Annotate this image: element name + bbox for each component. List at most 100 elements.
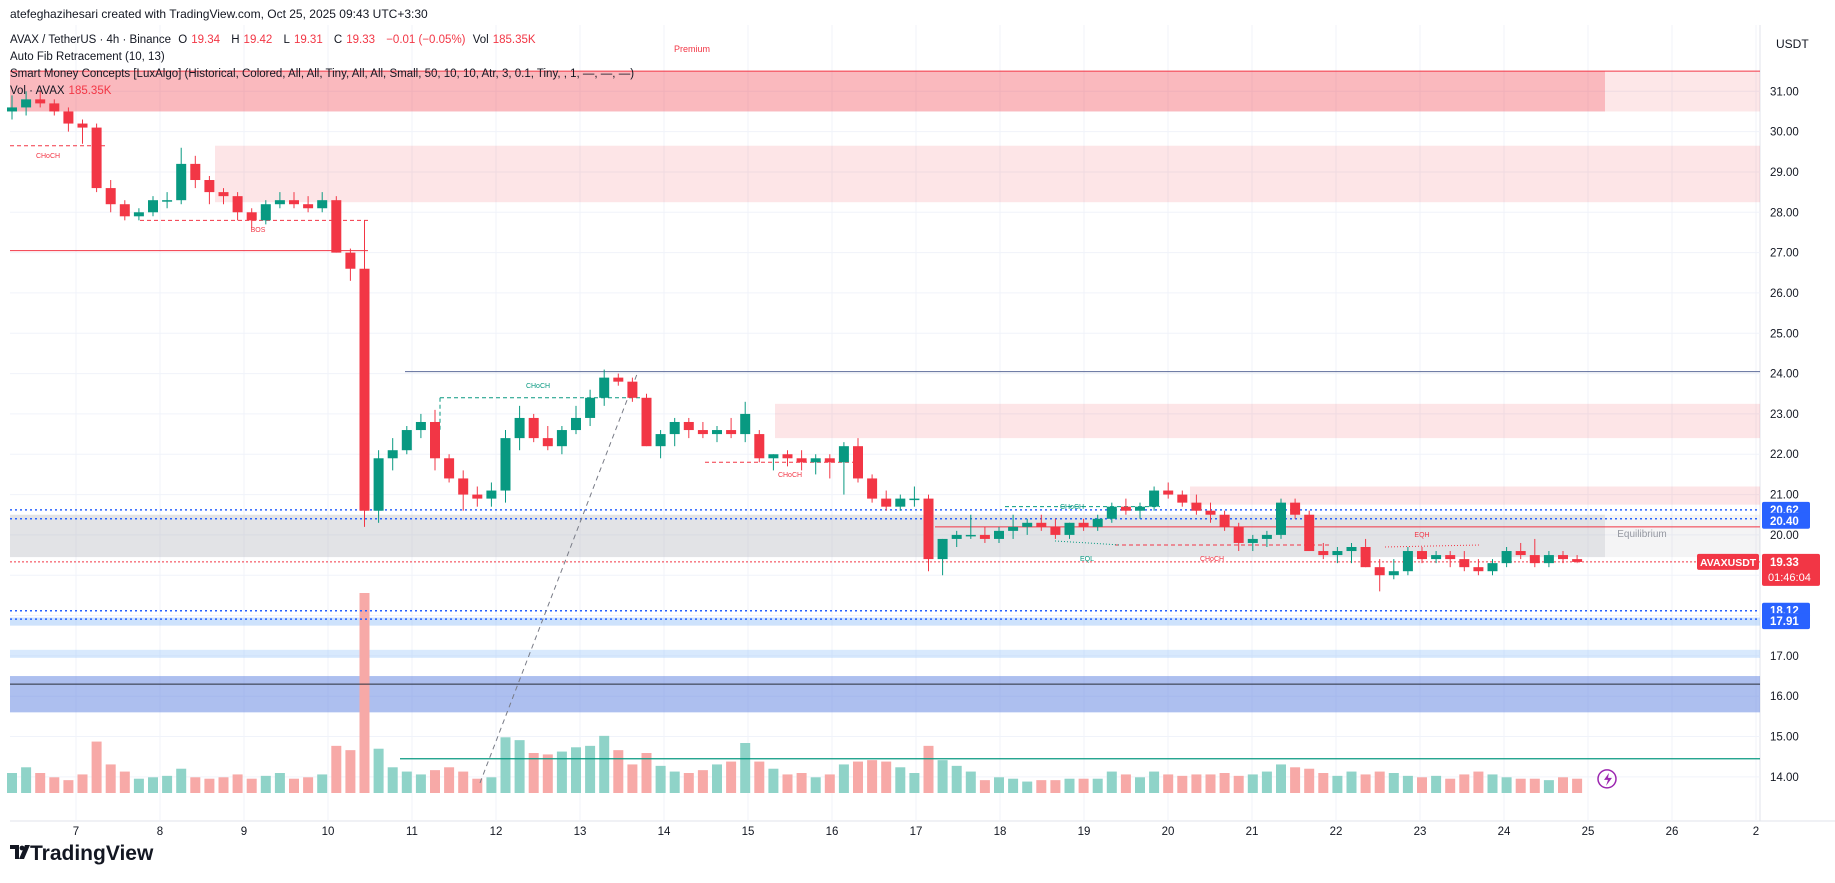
volume-bar <box>881 761 892 793</box>
volume-bar <box>274 773 285 793</box>
candle-body <box>119 204 130 217</box>
annotations: Premium Equilibrium CHoCH CHoCH CHoCH CHoCH CH… <box>36 44 1667 789</box>
candle-body <box>754 434 765 459</box>
candle-body <box>500 438 511 491</box>
candle-body <box>387 450 398 459</box>
volume-bar <box>782 774 793 793</box>
time-tick-label: 24 <box>1498 826 1511 838</box>
volume-bar <box>810 777 821 793</box>
volume-bar <box>359 593 370 793</box>
candle-body <box>289 200 299 205</box>
candle-body <box>1445 555 1456 560</box>
candle-body <box>303 204 314 209</box>
equilibrium-zone-ext <box>1605 514 1760 558</box>
candle-body <box>909 498 920 501</box>
indicator-fib[interactable]: Auto Fib Retracement (10, 13) <box>10 51 165 63</box>
volume-bar <box>1374 771 1385 793</box>
price-tick-label: 16.00 <box>1770 691 1799 703</box>
volume-bar <box>133 778 144 793</box>
volume-bar <box>712 764 722 793</box>
time-tick-label: 12 <box>490 826 503 838</box>
currency-label[interactable]: USDT <box>1776 37 1809 51</box>
time-tick-label: 15 <box>742 826 755 838</box>
time-tick-label: 13 <box>574 826 587 838</box>
price-tick-label: 14.00 <box>1770 772 1799 784</box>
supply-zone <box>215 145 1760 203</box>
volume-bar <box>415 774 426 793</box>
candle-body <box>556 430 567 447</box>
volume-bar <box>289 778 299 793</box>
volume-bar <box>528 753 539 793</box>
candle-body <box>1191 502 1202 511</box>
choch-label: CHoCH <box>778 472 802 479</box>
indicator-volume[interactable]: Vol · AVAX 185.35K <box>10 85 112 97</box>
volume-bar <box>176 768 187 793</box>
volume-bar <box>260 775 271 793</box>
candle-body <box>1473 567 1484 572</box>
candle-body <box>105 188 116 205</box>
volume-bar <box>1346 771 1357 793</box>
indicator-smc[interactable]: Smart Money Concepts [LuxAlgo] (Historic… <box>10 68 635 80</box>
volume-bar <box>1120 774 1131 793</box>
candle-body <box>1149 490 1160 507</box>
candle-body <box>627 381 638 398</box>
choch-label: CHoCH <box>36 153 60 160</box>
volume-bar <box>853 761 863 793</box>
price-tag-20-40: 20.40 <box>1770 516 1799 528</box>
countdown-value: 01:46:04 <box>1768 572 1811 584</box>
volume-bar <box>1276 764 1286 793</box>
price-tick-label: 28.00 <box>1770 207 1799 219</box>
candle-body <box>585 397 596 418</box>
candle-body <box>401 430 412 451</box>
candle-body <box>359 268 370 511</box>
candle-body <box>810 458 821 463</box>
volume-bar <box>1304 768 1315 793</box>
candle-body <box>458 478 469 495</box>
volume-bar <box>1487 774 1498 793</box>
candle-body <box>1120 506 1131 511</box>
candle-body <box>613 377 624 382</box>
premium-zone <box>10 71 1605 112</box>
volume-bar <box>1219 773 1230 793</box>
candle-body <box>923 498 934 560</box>
price-tick-label: 20.00 <box>1770 530 1799 542</box>
volume-bar <box>1402 775 1413 793</box>
volume-bar <box>401 771 412 793</box>
symbol-name[interactable]: AVAX / TetherUS · 4h · Binance <box>10 34 172 46</box>
volume-bar <box>824 774 835 793</box>
volume-bar <box>655 765 666 793</box>
eql-label: EQL <box>1080 556 1094 563</box>
volume-bar <box>1572 778 1583 793</box>
volume-bar <box>571 747 581 793</box>
price-tick-label: 30.00 <box>1770 127 1799 139</box>
candle-body <box>21 99 32 108</box>
candle-body <box>571 417 581 431</box>
volume-bar <box>1008 778 1019 793</box>
candle-body <box>63 111 74 124</box>
volume-bar <box>1177 775 1188 793</box>
candle-body <box>1078 522 1089 527</box>
candle-body <box>345 252 356 269</box>
candle-body <box>542 438 553 447</box>
volume-bar <box>994 777 1004 793</box>
smc-zones <box>10 70 1760 713</box>
candle-body <box>655 434 666 447</box>
volume-bar <box>796 773 807 793</box>
candle-body <box>1332 551 1343 556</box>
candle-body <box>91 127 102 189</box>
volume-bar <box>542 754 553 793</box>
time-tick-label: 26 <box>1666 826 1679 838</box>
candle-body <box>1064 522 1075 535</box>
volume-bar <box>740 743 751 793</box>
volume-bar <box>979 780 990 793</box>
price-tick-label: 29.00 <box>1770 167 1799 179</box>
candle-body <box>1008 526 1019 531</box>
candle-body <box>881 498 892 507</box>
lightning-bolt-icon <box>1604 772 1612 786</box>
candle-body <box>669 421 680 435</box>
time-tick-label: 17 <box>910 826 923 838</box>
candle-body <box>726 430 737 435</box>
volume-bar <box>77 774 88 793</box>
